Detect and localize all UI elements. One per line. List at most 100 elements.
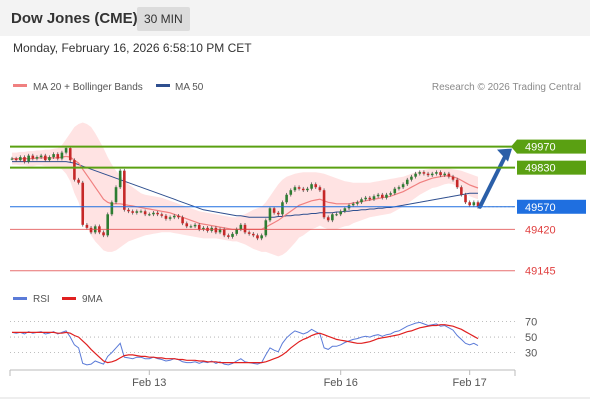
level-label-49970: 49970	[525, 142, 556, 154]
candle-body	[118, 170, 122, 188]
candle-body	[185, 223, 189, 227]
candle-body	[56, 154, 60, 159]
candle-body	[127, 209, 130, 212]
candle-body	[85, 224, 89, 228]
bollinger-band-fill	[12, 122, 478, 257]
candle-body	[397, 187, 401, 189]
level-label-49420: 49420	[525, 224, 556, 236]
candle-body	[60, 152, 64, 159]
candle-body	[393, 188, 397, 194]
candle-body	[181, 217, 184, 224]
candle-body	[435, 172, 438, 174]
candle-body	[10, 158, 14, 160]
candle-body	[314, 184, 318, 188]
candle-body	[148, 214, 151, 216]
candle-body	[39, 155, 43, 158]
candle-body	[443, 173, 447, 176]
key-levels: 49970 49830 49570 49420 49145	[10, 139, 586, 278]
rsi-tick-label-70: 70	[525, 317, 537, 329]
candle-body	[73, 160, 76, 180]
copyright-text: Research © 2026 Trading Central	[432, 82, 581, 93]
rsi-line	[11, 321, 479, 366]
candle-body	[281, 202, 284, 215]
candle-body	[110, 202, 114, 215]
candle-body	[177, 215, 180, 218]
timeframe-badge[interactable]: 30 MIN	[137, 7, 190, 31]
candle-body	[102, 232, 105, 236]
price-plot	[10, 122, 515, 257]
candle-body	[202, 227, 205, 230]
candle-body	[289, 190, 293, 195]
projection-arrow-shaft	[478, 152, 508, 209]
candle-body	[368, 197, 372, 200]
x-axis-labels: Feb 13 Feb 16 Feb 17	[132, 370, 487, 389]
candle-body	[23, 157, 26, 162]
candle-body	[193, 224, 197, 227]
level-box-49570	[517, 199, 586, 214]
candle-body	[447, 173, 451, 177]
candle-body	[64, 148, 68, 153]
candle-body	[426, 173, 430, 176]
candle-body	[285, 194, 288, 203]
candle-body	[172, 215, 176, 218]
ma20-legend-label: MA 20 + Bollinger Bands	[33, 82, 143, 93]
candle-body	[335, 214, 338, 216]
rsi-plot: 70 50 30	[10, 317, 537, 366]
candle-body	[260, 235, 263, 239]
candle-body	[48, 157, 51, 161]
level-pointer-49970	[511, 139, 517, 154]
instrument-title: Dow Jones (CME)	[11, 10, 138, 27]
level-label-49830: 49830	[525, 163, 556, 175]
candle-body	[343, 208, 347, 212]
candle-body	[472, 202, 476, 206]
candle-body	[114, 187, 118, 203]
candle-body	[339, 211, 342, 215]
candle-body	[405, 179, 409, 185]
candle-body	[14, 158, 18, 161]
candle-body	[31, 155, 35, 159]
candle-body	[310, 184, 313, 189]
candle-body	[143, 211, 147, 215]
candle-body	[372, 196, 376, 200]
rsi-tick-label-50: 50	[525, 332, 537, 344]
candle-body	[152, 212, 155, 215]
candle-body	[439, 172, 442, 176]
chart-datetime: Monday, February 16, 2026 6:58:10 PM CET	[13, 41, 252, 55]
candle-body	[268, 208, 272, 221]
candle-body	[164, 215, 168, 219]
candle-body	[464, 194, 467, 203]
candle-body	[381, 194, 384, 198]
candle-body	[27, 155, 30, 162]
ma50-line	[12, 161, 478, 218]
candle-body	[160, 214, 164, 216]
candle-body	[376, 194, 380, 197]
candle-body	[455, 179, 459, 188]
rsi-legend-label: RSI	[33, 294, 50, 305]
candle-body	[364, 197, 367, 200]
level-label-49570: 49570	[525, 202, 556, 214]
candle-body	[430, 173, 434, 176]
rsi-legend: RSI 9MA	[13, 294, 103, 305]
candle-body	[123, 170, 126, 210]
candle-body	[451, 176, 455, 180]
candle-body	[189, 226, 193, 228]
candle-body	[389, 193, 392, 195]
candle-body	[68, 148, 72, 161]
candle-body	[356, 202, 359, 204]
candle-body	[89, 227, 93, 233]
ma50-legend-swatch	[156, 84, 170, 87]
candle-body	[252, 233, 255, 236]
candle-body	[247, 232, 251, 234]
candle-body	[168, 217, 172, 219]
candle-body	[77, 179, 80, 183]
level-box-49970	[517, 139, 586, 154]
candle-body	[81, 182, 85, 225]
candle-body	[326, 217, 330, 221]
candle-body	[418, 172, 422, 174]
ma50-legend-label: MA 50	[175, 82, 204, 93]
candle-body	[306, 188, 309, 191]
candle-body	[476, 202, 480, 207]
rsi-ma-line	[12, 324, 479, 364]
rsi-ma-legend-label: 9MA	[82, 294, 103, 305]
rsi-legend-swatch	[13, 297, 27, 300]
